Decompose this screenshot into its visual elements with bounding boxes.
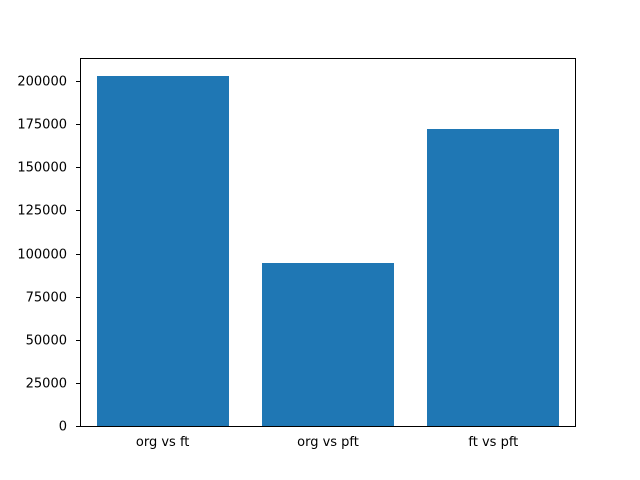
y-tick-mark [76, 339, 80, 341]
y-tick-mark [76, 167, 80, 169]
y-tick-mark [76, 296, 80, 298]
y-axis: 0 25000 50000 75000 100000 125000 150000 175000… [0, 58, 80, 434]
x-tick-label: ft vs pft [468, 435, 519, 450]
y-tick-mark [76, 81, 80, 83]
x-tick-label: org vs pft [297, 435, 359, 450]
y-tick-mark [76, 382, 80, 384]
y-tick-label: 25000 [25, 376, 67, 392]
x-tick-label: org vs ft [135, 435, 190, 450]
y-tick-label: 50000 [25, 333, 67, 349]
y-tick-label: 100000 [17, 247, 67, 263]
y-tick-label: 0 [58, 419, 67, 435]
y-tick-label: 200000 [17, 74, 67, 90]
y-tick-mark [76, 253, 80, 255]
y-tick-label: 150000 [17, 160, 67, 176]
y-tick-mark [76, 124, 80, 126]
x-axis: org vs ft org vs pft ft vs pft [80, 427, 576, 457]
bar-ft-vs-pft [426, 129, 559, 426]
bar-org-vs-ft [97, 76, 230, 426]
y-tick-label: 125000 [17, 203, 67, 219]
y-tick-label: 175000 [17, 117, 67, 133]
bar-org-vs-pft [262, 263, 394, 426]
y-tick-label: 75000 [25, 290, 67, 306]
plot-area [80, 58, 576, 427]
y-tick-mark [76, 426, 80, 427]
y-tick-mark [76, 210, 80, 212]
